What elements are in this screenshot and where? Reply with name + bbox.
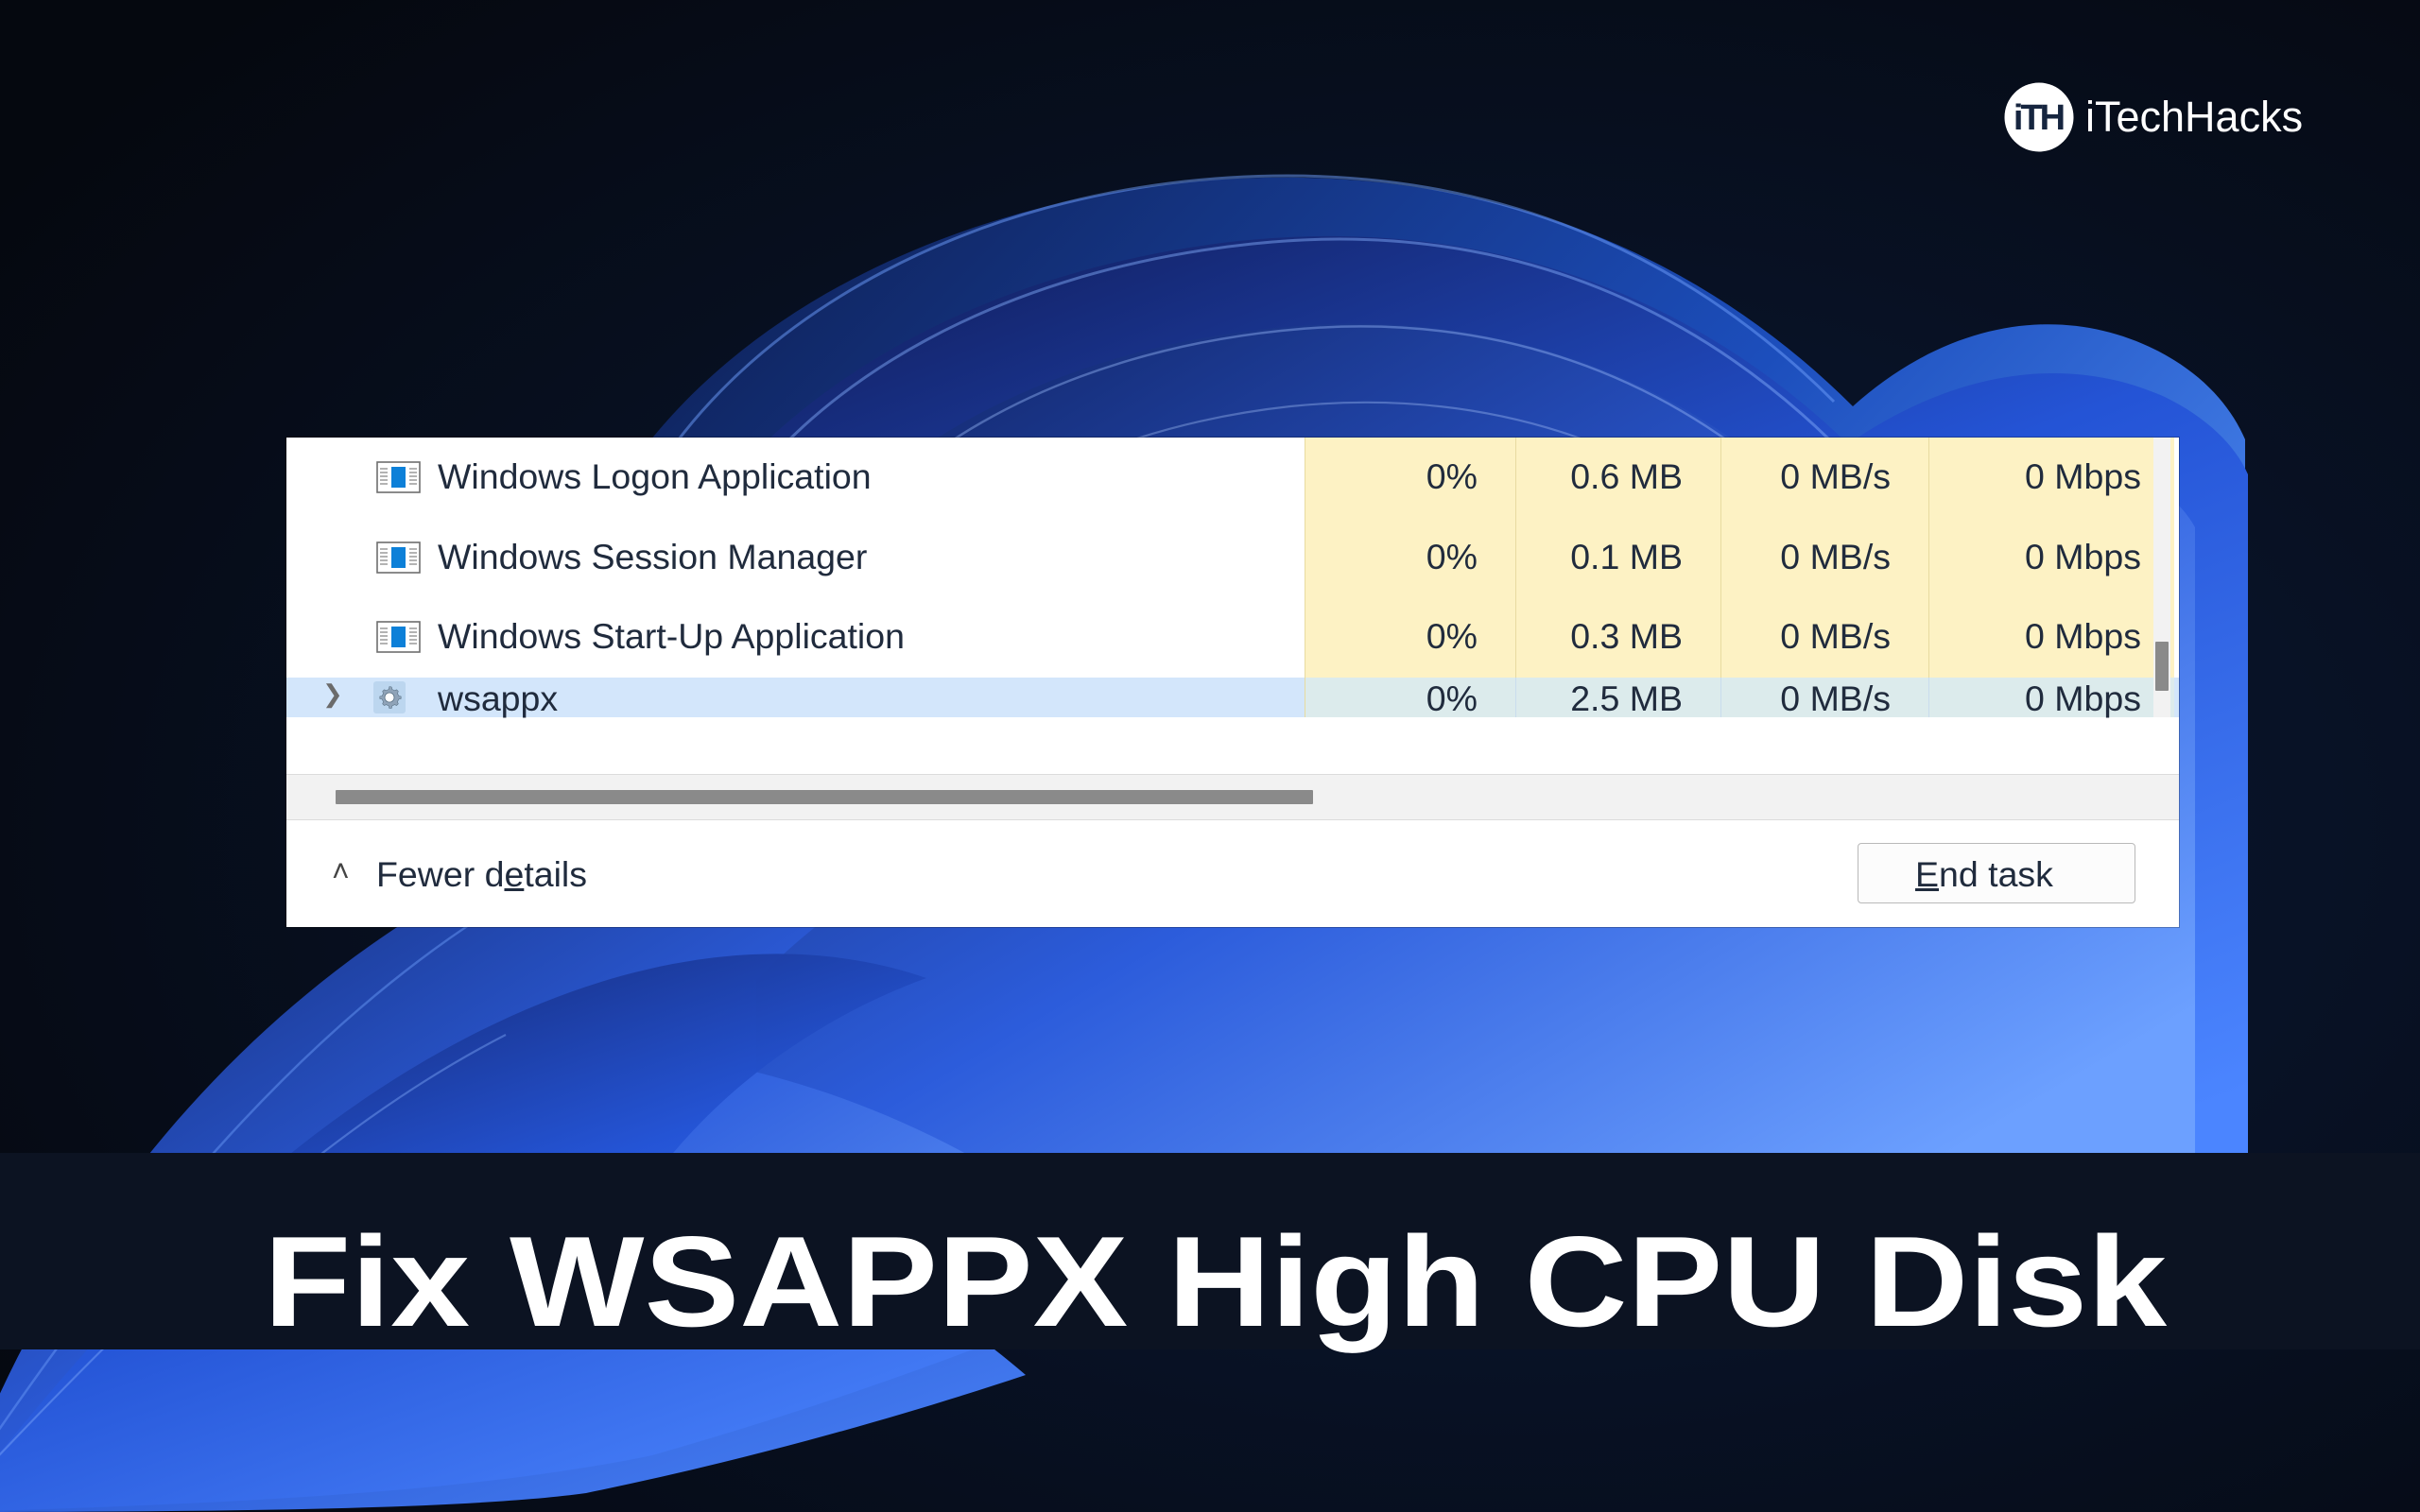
svg-text:iTH: iTH [2014, 98, 2064, 138]
